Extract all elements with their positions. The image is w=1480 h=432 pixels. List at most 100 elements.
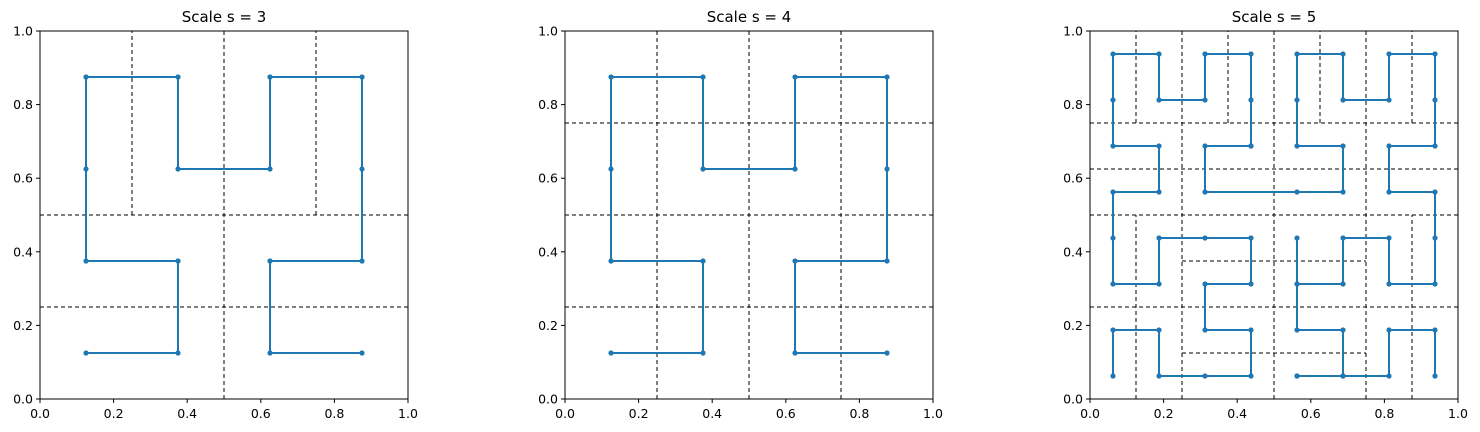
data-point bbox=[267, 350, 273, 356]
data-point bbox=[1110, 373, 1116, 379]
data-point bbox=[1248, 327, 1254, 333]
plot-area bbox=[40, 31, 408, 399]
data-point bbox=[1340, 143, 1346, 149]
x-tick-label: 0.4 bbox=[1227, 406, 1247, 421]
data-point bbox=[884, 166, 890, 172]
data-point bbox=[1110, 143, 1116, 149]
y-tick-label: 1.0 bbox=[13, 24, 33, 39]
y-tick: 0.2 bbox=[538, 318, 565, 333]
y-tick: 0.8 bbox=[13, 97, 40, 112]
data-point bbox=[700, 350, 706, 356]
x-tick: 1.0 bbox=[923, 399, 943, 421]
data-point bbox=[1202, 143, 1208, 149]
y-tick-label: 0.8 bbox=[13, 97, 33, 112]
x-tick: 0.6 bbox=[1301, 399, 1321, 421]
data-point bbox=[175, 74, 181, 80]
data-point bbox=[1110, 189, 1116, 195]
y-tick: 1.0 bbox=[538, 24, 565, 39]
x-tick: 0.2 bbox=[104, 399, 124, 421]
y-tick-label: 0.0 bbox=[1063, 392, 1083, 407]
plot-area bbox=[1090, 31, 1458, 399]
subplot-scale-4: Scale s = 4 0.0 0.2 0.4 0.6 0.8 bbox=[538, 8, 943, 421]
x-tick: 0.6 bbox=[776, 399, 796, 421]
y-tick-label: 0.8 bbox=[1063, 97, 1083, 112]
data-point bbox=[1202, 327, 1208, 333]
data-point bbox=[1294, 327, 1300, 333]
y-tick-label: 0.2 bbox=[538, 318, 558, 333]
x-tick-label: 0.6 bbox=[251, 406, 271, 421]
y-tick-label: 0.8 bbox=[538, 97, 558, 112]
x-tick: 0.0 bbox=[555, 399, 575, 421]
x-tick-label: 0.0 bbox=[1080, 406, 1100, 421]
x-tick-label: 0.6 bbox=[1301, 406, 1321, 421]
data-point bbox=[1340, 281, 1346, 287]
y-tick: 0.6 bbox=[1063, 171, 1090, 186]
data-point bbox=[884, 350, 890, 356]
plot-area bbox=[565, 31, 933, 399]
x-tick: 0.2 bbox=[1154, 399, 1174, 421]
y-tick-label: 0.4 bbox=[13, 244, 33, 259]
y-tick-label: 0.6 bbox=[1063, 171, 1083, 186]
data-point bbox=[1294, 143, 1300, 149]
y-tick: 0.4 bbox=[1063, 244, 1090, 259]
data-point bbox=[792, 350, 798, 356]
data-point bbox=[1202, 51, 1208, 57]
y-tick-label: 0.0 bbox=[13, 392, 33, 407]
x-tick: 0.0 bbox=[30, 399, 50, 421]
data-point bbox=[1248, 373, 1254, 379]
axes-frame bbox=[39, 30, 409, 400]
data-point bbox=[1202, 189, 1208, 195]
data-point bbox=[175, 258, 181, 264]
data-point bbox=[608, 258, 614, 264]
x-tick: 1.0 bbox=[398, 399, 418, 421]
y-tick-label: 0.2 bbox=[1063, 318, 1083, 333]
x-tick-label: 0.8 bbox=[324, 406, 344, 421]
subplot-scale-3: Scale s = 3 0.0 0.2 0.4 0.6 0.8 bbox=[13, 8, 418, 421]
data-point bbox=[1294, 281, 1300, 287]
x-tick-label: 1.0 bbox=[923, 406, 943, 421]
data-point bbox=[1248, 235, 1254, 241]
x-tick: 0.6 bbox=[251, 399, 271, 421]
data-point bbox=[1248, 281, 1254, 287]
data-point bbox=[884, 258, 890, 264]
data-point bbox=[83, 74, 89, 80]
axes-frame bbox=[1089, 30, 1459, 400]
data-point bbox=[267, 166, 273, 172]
x-tick: 0.8 bbox=[849, 399, 869, 421]
data-point bbox=[1202, 281, 1208, 287]
x-tick: 1.0 bbox=[1448, 399, 1468, 421]
data-point bbox=[1202, 373, 1208, 379]
data-point bbox=[1110, 281, 1116, 287]
data-point bbox=[1386, 373, 1392, 379]
data-point bbox=[1156, 143, 1162, 149]
data-point bbox=[608, 350, 614, 356]
x-tick-label: 0.2 bbox=[1154, 406, 1174, 421]
data-point bbox=[175, 166, 181, 172]
data-point bbox=[1248, 143, 1254, 149]
y-tick-label: 0.6 bbox=[13, 171, 33, 186]
data-point bbox=[175, 350, 181, 356]
data-point bbox=[1202, 97, 1208, 103]
data-point bbox=[359, 350, 365, 356]
y-tick: 0.4 bbox=[13, 244, 40, 259]
x-tick-label: 1.0 bbox=[1448, 406, 1468, 421]
data-point bbox=[1156, 373, 1162, 379]
y-tick: 0.8 bbox=[1063, 97, 1090, 112]
data-point bbox=[1340, 235, 1346, 241]
data-point bbox=[1386, 235, 1392, 241]
x-tick-label: 0.8 bbox=[1374, 406, 1394, 421]
data-point bbox=[608, 74, 614, 80]
y-tick: 0.2 bbox=[1063, 318, 1090, 333]
y-tick: 1.0 bbox=[13, 24, 40, 39]
axes-frame bbox=[564, 30, 934, 400]
data-point bbox=[1432, 281, 1438, 287]
data-point bbox=[1432, 373, 1438, 379]
data-point bbox=[1156, 327, 1162, 333]
subplot-title: Scale s = 3 bbox=[182, 8, 267, 26]
data-point bbox=[1386, 97, 1392, 103]
data-point bbox=[1340, 373, 1346, 379]
x-tick-label: 0.4 bbox=[177, 406, 197, 421]
x-tick-label: 0.0 bbox=[30, 406, 50, 421]
x-tick-label: 0.8 bbox=[849, 406, 869, 421]
